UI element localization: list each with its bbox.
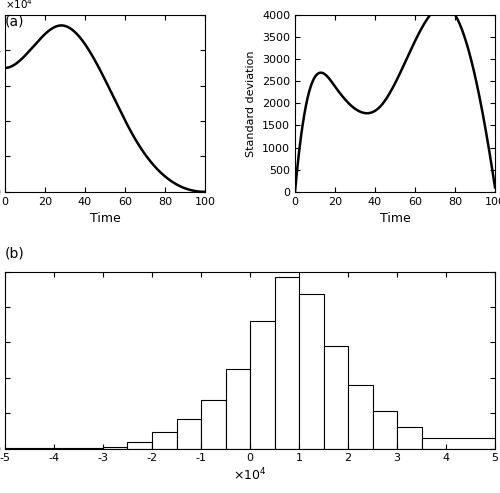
Text: (b): (b)	[5, 246, 25, 260]
Y-axis label: Standard deviation: Standard deviation	[246, 50, 256, 157]
Bar	[324, 346, 348, 449]
X-axis label: $\times10^4$: $\times10^4$	[234, 466, 266, 483]
Bar	[54, 448, 103, 449]
Bar	[422, 438, 495, 449]
Bar	[250, 321, 274, 449]
Bar	[274, 277, 299, 449]
Text: (a): (a)	[5, 15, 24, 29]
Bar	[226, 369, 250, 449]
Bar	[372, 411, 397, 449]
X-axis label: Time: Time	[380, 212, 410, 225]
X-axis label: Time: Time	[90, 212, 120, 225]
Bar	[299, 294, 324, 449]
Bar	[128, 442, 152, 449]
Bar	[152, 432, 176, 449]
Bar	[397, 427, 421, 449]
Bar	[103, 447, 128, 449]
Bar	[201, 400, 226, 449]
Bar	[176, 420, 201, 449]
Text: $\times10^4$: $\times10^4$	[5, 0, 33, 11]
Bar	[348, 385, 372, 449]
